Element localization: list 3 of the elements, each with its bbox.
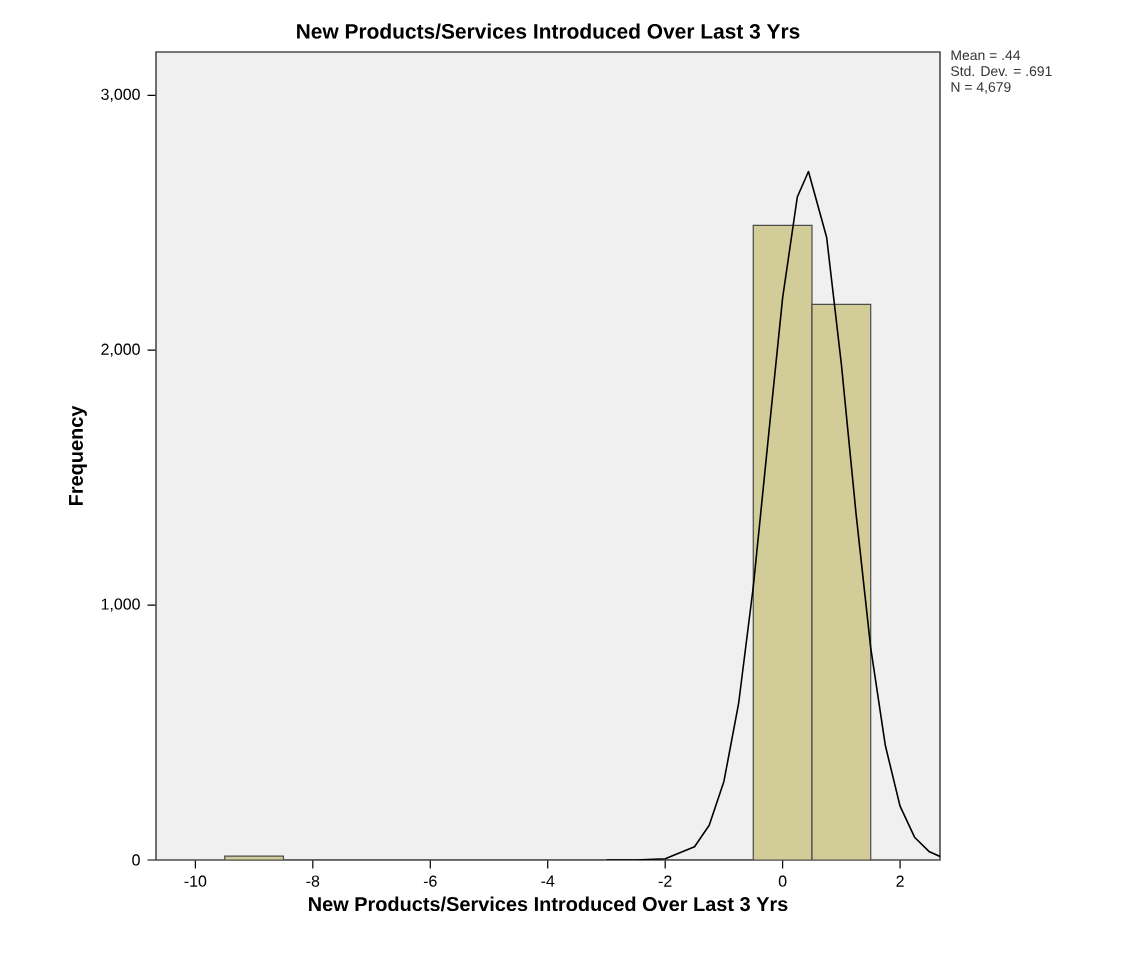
x-axis-title: New Products/Services Introduced Over Last 3 Yrs — [309, 896, 788, 912]
y-axis-title: Frequency — [69, 405, 87, 506]
chart-title: New Products/Services Introduced Over Last 3 Yrs — [297, 23, 800, 39]
